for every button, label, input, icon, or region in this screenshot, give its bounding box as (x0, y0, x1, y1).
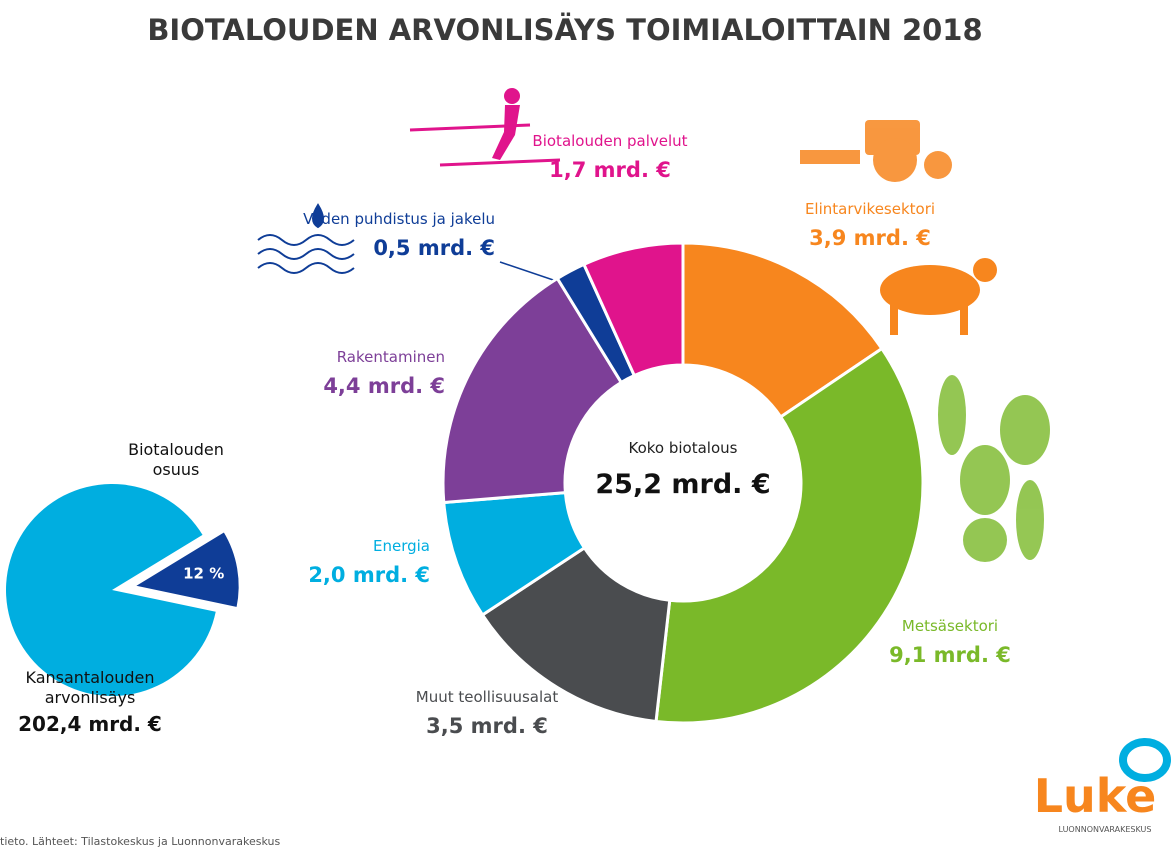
pie-total: Kansantalouden arvonlisäys 202,4 mrd. € (0, 668, 190, 737)
category-label: Veden puhdistus ja jakelu (303, 210, 495, 228)
category-label: Elintarvikesektori (804, 200, 936, 218)
trees-icon (938, 375, 1050, 562)
segment-label: Metsäsektori 9,1 mrd. € (840, 617, 1060, 668)
luke-logo: Luke LUONNONVARAKESKUS (1034, 738, 1171, 834)
total-value: 202,4 mrd. € (18, 712, 162, 736)
segment-label: Elintarvikesektori 3,9 mrd. € (760, 200, 980, 251)
category-label: Rakentaminen (336, 348, 445, 366)
value-label: 3,9 mrd. € (809, 225, 931, 250)
logo-name: Luke (1034, 769, 1157, 823)
segment-label: Veden puhdistus ja jakelu 0,5 mrd. € (275, 210, 495, 261)
donut-segment (654, 346, 925, 725)
water-icon (257, 203, 355, 274)
logo-subtitle: LUONNONVARAKESKUS (1059, 825, 1152, 834)
segment-label: Biotalouden palvelut 1,7 mrd. € (500, 132, 720, 183)
tractor-icon (800, 120, 952, 182)
donut-segment (441, 276, 624, 505)
donut-segment (681, 241, 884, 419)
donut-segment (480, 545, 672, 724)
center-label: Koko biotalous (629, 439, 738, 457)
value-label: 1,7 mrd. € (549, 157, 671, 182)
value-label: 4,4 mrd. € (323, 373, 445, 398)
total-name: Kansantalouden arvonlisäys (25, 668, 155, 707)
chart-title: BIOTALOUDEN ARVONLISÄYS TOIMIALOITTAIN 2… (147, 13, 982, 47)
value-label: 3,5 mrd. € (426, 713, 548, 738)
slice-label: 12 % (183, 564, 224, 582)
cow-icon (880, 258, 997, 335)
donut-segment (581, 241, 685, 378)
value-label: 9,1 mrd. € (889, 642, 1011, 667)
category-label: Metsäsektori (901, 617, 999, 635)
center-total: 25,2 mrd. € (595, 469, 770, 500)
value-label: 0,5 mrd. € (373, 235, 495, 260)
pie-rest (6, 484, 216, 696)
source-note: tieto. Lähteet: Tilastokeskus ja Luonnon… (0, 835, 280, 848)
pie-title: Biotalouden osuus (128, 440, 224, 479)
segment-label: Energia 2,0 mrd. € (210, 537, 430, 588)
value-label: 2,0 mrd. € (308, 562, 430, 587)
category-label: Biotalouden palvelut (532, 132, 688, 150)
skier-icon (409, 88, 561, 167)
segment-label: Rakentaminen 4,4 mrd. € (225, 348, 445, 399)
category-label: Muut teollisuusalat (415, 688, 559, 706)
category-label: Energia (373, 537, 430, 555)
pie-slice (131, 529, 241, 610)
segment-label: Muut teollisuusalat 3,5 mrd. € (377, 688, 597, 739)
